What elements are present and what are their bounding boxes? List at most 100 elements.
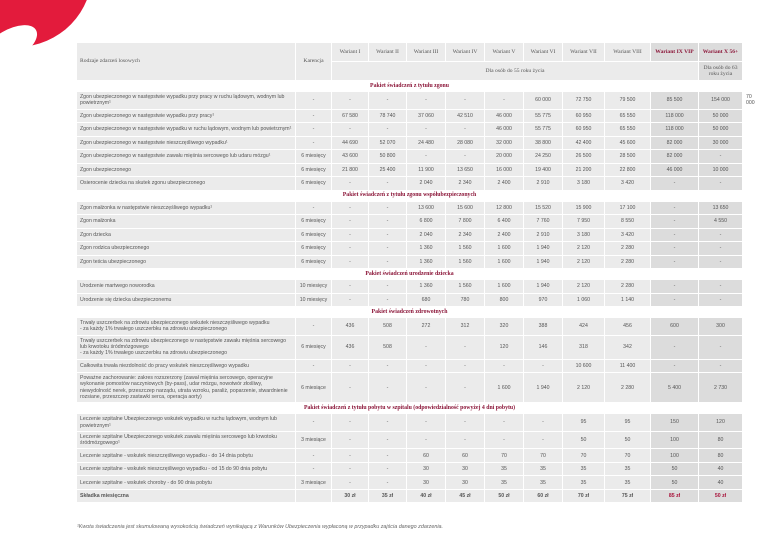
footnote: ¹Kwota świadczenia jest skumulowaną wyso… xyxy=(77,524,444,530)
value-cell: - xyxy=(407,414,445,431)
value-cell: 2 120 xyxy=(563,373,604,403)
value-cell: 2 340 xyxy=(446,228,484,242)
section-title: Pakiet świadczeń z tytułu zgonu współube… xyxy=(77,190,742,201)
value-cell: - xyxy=(369,414,406,431)
value-cell: 65 550 xyxy=(605,123,650,136)
karencja-cell: - xyxy=(296,201,331,215)
value-cell: 82 000 xyxy=(651,150,698,163)
value-cell: 1 140 xyxy=(605,293,650,307)
value-cell: 46 000 xyxy=(485,109,523,123)
column-header-variant: Wariant II xyxy=(369,43,406,61)
value-cell: 3 180 xyxy=(563,228,604,242)
event-label: Zgon małżonka w następstwie nieszczęśliw… xyxy=(77,201,295,215)
value-cell: 800 xyxy=(485,293,523,307)
value-cell: - xyxy=(651,359,698,373)
column-header-variant: Wariant I xyxy=(332,43,368,61)
value-cell: 70 xyxy=(563,449,604,462)
value-cell: - xyxy=(446,150,484,163)
value-cell: 80 xyxy=(699,449,742,462)
value-cell: 95 xyxy=(605,414,650,431)
value-cell: 154 000 xyxy=(699,92,742,109)
value-cell: 13 650 xyxy=(699,201,742,215)
value-cell: 436 xyxy=(332,335,368,359)
value-cell: - xyxy=(332,201,368,215)
value-cell: 388 xyxy=(524,318,562,335)
value-cell: 60 xyxy=(446,449,484,462)
section-header-row: Pakiet świadczeń zdrowotnych xyxy=(77,307,743,318)
value-cell: 1 940 xyxy=(524,255,562,269)
value-cell: - xyxy=(485,92,523,109)
event-label: Zgon ubezpieczonego w następstwie nieszc… xyxy=(77,136,295,150)
column-header-variant: Wariant VII xyxy=(563,43,604,61)
table-row: Całkowita trwała niezdolność do pracy ws… xyxy=(77,359,743,373)
value-cell: 28 500 xyxy=(605,150,650,163)
value-cell: 100 xyxy=(651,449,698,462)
value-cell: - xyxy=(369,177,406,190)
value-cell: 60 950 xyxy=(563,109,604,123)
value-cell: 1 600 xyxy=(485,242,523,255)
value-cell: 60 000 xyxy=(524,92,562,109)
value-cell: 50 800 xyxy=(369,150,406,163)
value-cell: 50 zł xyxy=(485,489,523,503)
event-label: Zgon ubezpieczonego w następstwie wypadk… xyxy=(77,123,295,136)
value-cell: 50 000 xyxy=(699,109,742,123)
value-cell: 35 xyxy=(524,476,562,489)
value-cell: 1 360 xyxy=(407,280,445,293)
value-cell: - xyxy=(332,476,368,489)
value-cell: - xyxy=(446,123,484,136)
value-cell: 52 070 xyxy=(369,136,406,150)
value-cell: 50 xyxy=(651,476,698,489)
value-cell: - xyxy=(446,373,484,403)
value-cell: 30 000 xyxy=(699,136,742,150)
column-header-variant: Wariant V xyxy=(485,43,523,61)
value-cell: 70 zł xyxy=(563,489,604,503)
insurance-variants-table: Rodzaje zdarzeń losowych Karencja Wariant … xyxy=(76,42,755,503)
value-cell: 44 690 xyxy=(332,136,368,150)
value-cell: 6 400 xyxy=(485,215,523,228)
value-cell: 40 zł xyxy=(407,489,445,503)
value-cell: - xyxy=(699,293,742,307)
event-label: Zgon ubezpieczonego w następstwie wypadk… xyxy=(77,92,295,109)
event-label: Zgon ubezpieczonego w następstwie zawału… xyxy=(77,150,295,163)
karencja-cell: - xyxy=(296,92,331,109)
value-cell: - xyxy=(524,431,562,449)
value-cell: 2 280 xyxy=(605,373,650,403)
column-header-variant: Wariant III xyxy=(407,43,445,61)
event-label: Zgon dziecka xyxy=(77,228,295,242)
value-cell: 15 900 xyxy=(563,201,604,215)
value-cell: - xyxy=(699,280,742,293)
event-label: Zgon ubezpieczonego w następstwie wypadk… xyxy=(77,109,295,123)
karencja-cell: - xyxy=(296,462,331,476)
value-cell: - xyxy=(651,255,698,269)
table-row: Osierocenie dziecka na skutek zgonu ubez… xyxy=(77,177,743,190)
table-row: Leczenie szpitalne - wskutek nieszczęśli… xyxy=(77,462,743,476)
value-cell: 2 400 xyxy=(485,228,523,242)
table-row: Leczenie szpitalne Ubezpieczonego wskute… xyxy=(77,414,743,431)
section-title: Pakiet świadczeń urodzenie dziecka xyxy=(77,269,742,280)
column-header-karencja: Karencja xyxy=(296,43,331,80)
value-cell: 35 xyxy=(524,462,562,476)
value-cell: 24 250 xyxy=(524,150,562,163)
value-cell: - xyxy=(369,431,406,449)
value-cell: 35 zł xyxy=(369,489,406,503)
value-cell: - xyxy=(699,228,742,242)
value-cell: 2 280 xyxy=(605,280,650,293)
event-label: Trwały uszczerbek na zdrowiu ubezpieczon… xyxy=(77,318,295,335)
value-cell: 7 800 xyxy=(446,215,484,228)
karencja-cell: - xyxy=(296,414,331,431)
value-cell: 65 550 xyxy=(605,109,650,123)
value-cell: - xyxy=(651,335,698,359)
column-header-variant: Wariant VI xyxy=(524,43,562,61)
value-cell: 10 000 xyxy=(699,163,742,177)
value-cell: 1 940 xyxy=(524,242,562,255)
section-header-row: Pakiet świadczeń z tytułu pobytu w szpit… xyxy=(77,403,743,414)
section-header-row: Pakiet świadczeń z tytułu zgonu xyxy=(77,81,743,91)
value-cell: 30 xyxy=(446,476,484,489)
value-cell: 35 xyxy=(563,462,604,476)
value-cell: 85 zł xyxy=(651,489,698,503)
value-cell: - xyxy=(651,201,698,215)
event-label: Leczenie szpitalne Ubezpieczonego wskute… xyxy=(77,414,295,431)
value-cell: 26 500 xyxy=(563,150,604,163)
value-cell: 50 000 xyxy=(699,123,742,136)
value-cell: - xyxy=(332,92,368,109)
